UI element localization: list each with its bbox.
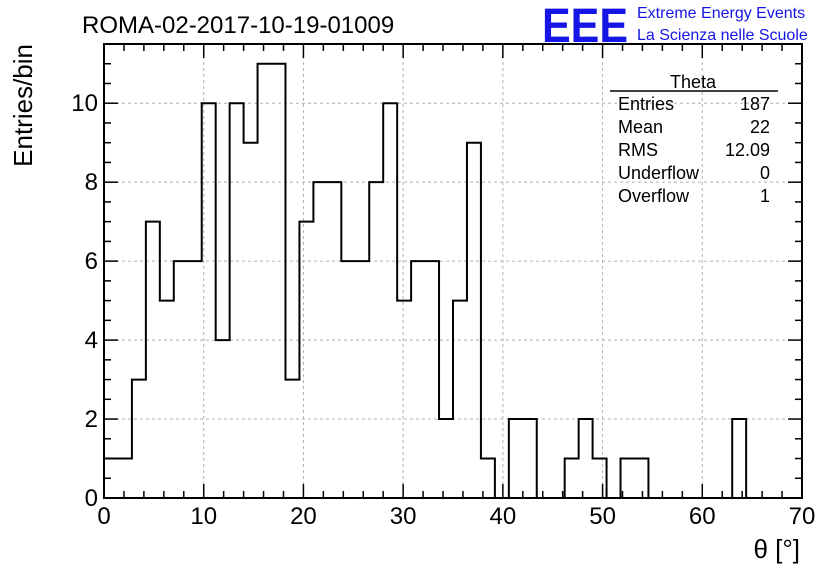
y-tick-label: 4 [85,327,98,354]
x-tick-label: 50 [589,503,616,530]
x-tick-label: 40 [490,503,517,530]
stats-row-label: RMS [618,140,658,160]
x-tick-label: 30 [390,503,417,530]
stats-row-value: 22 [750,117,770,137]
stats-row-label: Underflow [618,163,700,183]
stats-row-label: Overflow [618,186,690,206]
eee-logo: EEE [542,0,628,53]
org-name-line1: Extreme Energy Events [637,5,805,22]
y-tick-label: 8 [85,169,98,196]
org-name-line2: La Scienza nelle Scuole [637,27,808,44]
y-tick-label: 0 [85,485,98,512]
stats-row-value: 1 [760,186,770,206]
x-axis-label: θ [°] [753,534,800,564]
x-tick-label: 10 [190,503,217,530]
y-tick-label: 6 [85,248,98,275]
x-tick-label: 0 [97,503,110,530]
stats-rows: Entries 187 Mean 22 RMS 12.09 Underflow 0 Overfl… [618,94,770,206]
histogram-outline [103,62,802,499]
y-tick-label: 10 [71,90,98,117]
stats-box: Theta Entries 187 Mean 22 RMS 12.09 Underflow 0… [610,72,778,206]
stats-row-label: Entries [618,94,674,114]
y-axis-label: Entries/bin [8,44,38,167]
stats-row-value: 187 [740,94,770,114]
stats-row-value: 12.09 [725,140,770,160]
x-tick-label: 60 [689,503,716,530]
axis-ticks [103,44,803,499]
chart-title: ROMA-02-2017-10-19-01009 [82,12,394,39]
x-tick-label: 20 [290,503,317,530]
y-tick-labels: 0 2 4 6 8 10 [71,90,98,512]
stats-row-label: Mean [618,117,663,137]
y-tick-label: 2 [85,406,98,433]
stats-row-value: 0 [760,163,770,183]
plot-frame [103,43,803,499]
x-tick-labels: 0 10 20 30 40 50 60 70 [97,503,815,530]
grid-lines [104,44,802,498]
stats-title: Theta [670,72,717,92]
x-tick-label: 70 [789,503,816,530]
